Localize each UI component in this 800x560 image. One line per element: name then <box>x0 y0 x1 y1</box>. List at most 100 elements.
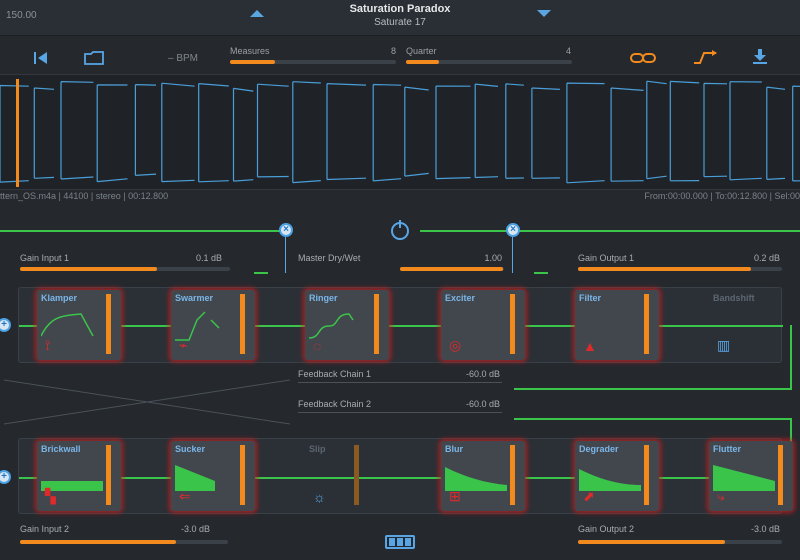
preset-title: Saturation Paradox <box>349 3 451 15</box>
chain-1-return-line <box>790 325 792 389</box>
effect-slot-name: Slip <box>309 444 326 454</box>
quarter-slider[interactable] <box>406 60 572 64</box>
gain-input-1-value: 0.1 dB <box>195 253 222 263</box>
master-drywet-label: Master Dry/Wet <box>298 253 361 263</box>
effect-slot-filter[interactable]: Filter ▲ <box>575 290 659 360</box>
effect-slot-ringer[interactable]: Ringer ◌ <box>305 290 389 360</box>
gain-input-1-fill <box>20 267 157 271</box>
link-icon[interactable] <box>630 53 656 63</box>
effect-slot-name: Filter <box>579 293 602 303</box>
playhead-marker[interactable] <box>16 79 19 187</box>
effect-mix-bar[interactable] <box>374 294 379 354</box>
feedback-chain-2-slider[interactable] <box>298 412 502 413</box>
power-icon[interactable] <box>391 220 409 240</box>
chain-2-signal-line <box>19 477 783 479</box>
feedback-1-return-line <box>514 388 792 390</box>
effect-mix-bar[interactable] <box>106 445 111 505</box>
quarter-slider-fill <box>406 60 440 64</box>
header-bpm-value: 150.00 <box>6 10 37 21</box>
feedback-chain-1-value: -60.0 dB <box>465 369 500 379</box>
feedback-crossover-lines <box>3 379 291 425</box>
effect-mix-bar[interactable] <box>354 445 359 505</box>
effect-mix-bar[interactable] <box>510 294 515 354</box>
effect-slot-exciter[interactable]: Exciter ◎ <box>441 290 525 360</box>
effect-curve-graph <box>309 457 371 493</box>
feedback-chain-1-slider[interactable] <box>298 382 502 383</box>
master-drywet-value: 1.00 <box>484 253 502 263</box>
input-signal-line <box>0 230 282 232</box>
degrader-icon: ⬈ <box>583 488 595 504</box>
download-icon[interactable] <box>752 49 768 65</box>
effect-slot-name: Sucker <box>175 444 206 454</box>
feedback-chain-1-label: Feedback Chain 1 <box>298 369 372 379</box>
output-signal-line <box>420 230 800 232</box>
output-merge-node-icon[interactable]: × <box>506 223 520 237</box>
effect-curve-graph <box>579 306 641 342</box>
effect-slot-name: Ringer <box>309 293 338 303</box>
brickwall-icon: ▚ <box>45 488 56 504</box>
previous-preset-arrow-icon[interactable] <box>250 10 264 17</box>
gain-output-2-label: Gain Output 2 <box>578 524 635 534</box>
bpm-label[interactable]: – BPM <box>168 53 199 64</box>
gain-output-2-slider[interactable] <box>578 540 782 544</box>
input-split-node-icon[interactable]: × <box>279 223 293 237</box>
filter-icon: ▲ <box>583 338 597 354</box>
keyboard-icon[interactable] <box>385 535 415 549</box>
measures-slider[interactable] <box>230 60 396 64</box>
chain-2-input-node-icon[interactable]: + <box>0 470 11 484</box>
effect-mix-bar[interactable] <box>510 445 515 505</box>
effect-slot-swarmer[interactable]: Swarmer ⌁ <box>171 290 255 360</box>
effect-mix-bar[interactable] <box>240 445 245 505</box>
effect-slot-name: Bandshift <box>713 293 755 303</box>
effect-slot-name: Exciter <box>445 293 476 303</box>
gain-output-1-slider[interactable] <box>578 267 782 271</box>
effect-slot-brickwall[interactable]: Brickwall ▚ <box>37 441 121 511</box>
effect-curve-graph <box>309 313 354 339</box>
gain-input-2-slider[interactable] <box>20 540 228 544</box>
waveform-display[interactable] <box>0 74 800 190</box>
feedback-2-return-line <box>514 418 792 420</box>
effect-mix-bar[interactable] <box>240 294 245 354</box>
envelope-curve-icon[interactable] <box>692 49 718 65</box>
effect-chain-1: Klamper ⟟ Swarmer ⌁ Ringer ◌ Exciter ◎ Filter ▲ Ba… <box>18 287 783 363</box>
gain-output-1-label: Gain Output 1 <box>578 253 635 263</box>
effect-slot-sucker[interactable]: Sucker ⇐ <box>171 441 255 511</box>
effect-mix-bar[interactable] <box>778 445 783 505</box>
measures-slider-fill <box>230 60 275 64</box>
gain-input-2-value: -3.0 dB <box>180 524 210 534</box>
effect-slot-bandshift[interactable]: Bandshift ▥ <box>709 290 793 360</box>
exciter-icon: ◎ <box>449 337 462 353</box>
effect-slot-slip[interactable]: Slip ☼ <box>305 441 389 511</box>
effect-slot-blur[interactable]: Blur ⊞ <box>441 441 525 511</box>
effect-curve-graph <box>41 313 94 337</box>
gain-output-2-value: -3.0 dB <box>750 524 780 534</box>
waveform-trace <box>0 80 800 184</box>
folder-icon[interactable] <box>84 51 104 65</box>
effect-mix-bar[interactable] <box>106 294 111 354</box>
gain-input-1-slider[interactable] <box>20 267 230 271</box>
gain-output-1-value: 0.2 dB <box>753 253 780 263</box>
clamp-icon: ⟟ <box>45 337 51 353</box>
bandshift-icon: ▥ <box>717 337 731 353</box>
skip-to-start-icon[interactable] <box>34 52 48 64</box>
sucker-icon: ⇐ <box>179 488 191 504</box>
range-info: From:00:00.000 | To:00:12.800 | Sel:00 <box>644 191 800 201</box>
file-info: ttern_OS.m4a | 44100 | stereo | 00:12.80… <box>0 191 169 201</box>
feedback-chain-2-value: -60.0 dB <box>465 399 500 409</box>
effect-slot-flutter[interactable]: Flutter ⤷ <box>709 441 793 511</box>
effect-slot-degrader[interactable]: Degrader ⬈ <box>575 441 659 511</box>
effect-mix-bar[interactable] <box>644 294 649 354</box>
chain-1-signal-line <box>19 325 783 327</box>
quarter-label: Quarter <box>406 46 437 56</box>
chain-1-input-node-icon[interactable]: + <box>0 318 11 332</box>
sun-icon: ☼ <box>313 489 326 505</box>
effect-slot-name: Flutter <box>713 444 741 454</box>
effect-slot-klamper[interactable]: Klamper ⟟ <box>37 290 121 360</box>
master-drywet-indicator <box>534 272 548 274</box>
effect-slot-name: Klamper <box>41 293 78 303</box>
next-preset-arrow-icon[interactable] <box>537 10 551 17</box>
effect-mix-bar[interactable] <box>644 445 649 505</box>
gain-input-1-indicator <box>254 272 268 274</box>
master-drywet-slider[interactable] <box>400 267 504 271</box>
effect-curve-graph <box>175 465 215 491</box>
